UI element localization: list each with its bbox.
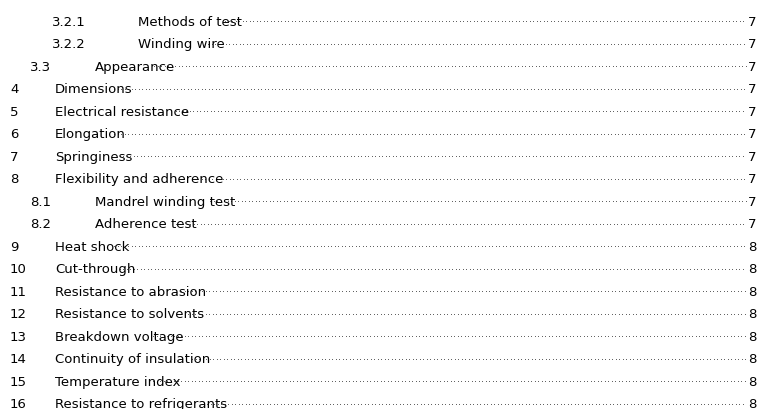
Text: 8: 8	[748, 397, 756, 409]
Text: 11: 11	[10, 285, 27, 298]
Text: Cut-through: Cut-through	[55, 263, 135, 276]
Text: Winding wire: Winding wire	[138, 38, 225, 51]
Text: 8: 8	[748, 375, 756, 388]
Text: Methods of test: Methods of test	[138, 16, 242, 29]
Text: 7: 7	[748, 16, 757, 29]
Text: 9: 9	[10, 240, 19, 253]
Text: 7: 7	[748, 38, 757, 51]
Text: 14: 14	[10, 353, 27, 365]
Text: Electrical resistance: Electrical resistance	[55, 106, 189, 119]
Text: 7: 7	[748, 128, 757, 141]
Text: 7: 7	[748, 61, 757, 74]
Text: 8: 8	[748, 353, 756, 365]
Text: 8: 8	[748, 240, 756, 253]
Text: Flexibility and adherence: Flexibility and adherence	[55, 173, 223, 186]
Text: Elongation: Elongation	[55, 128, 126, 141]
Text: 8: 8	[10, 173, 19, 186]
Text: 5: 5	[10, 106, 19, 119]
Text: Heat shock: Heat shock	[55, 240, 130, 253]
Text: 3.2.2: 3.2.2	[52, 38, 86, 51]
Text: 8: 8	[748, 285, 756, 298]
Text: 8: 8	[748, 263, 756, 276]
Text: Temperature index: Temperature index	[55, 375, 180, 388]
Text: Appearance: Appearance	[95, 61, 175, 74]
Text: 7: 7	[748, 195, 757, 208]
Text: 7: 7	[748, 173, 757, 186]
Text: Resistance to solvents: Resistance to solvents	[55, 308, 204, 321]
Text: 3.2.1: 3.2.1	[52, 16, 86, 29]
Text: 7: 7	[748, 218, 757, 231]
Text: 7: 7	[748, 83, 757, 96]
Text: 8: 8	[748, 330, 756, 343]
Text: 7: 7	[10, 151, 19, 163]
Text: Resistance to refrigerants: Resistance to refrigerants	[55, 397, 227, 409]
Text: 13: 13	[10, 330, 27, 343]
Text: 15: 15	[10, 375, 27, 388]
Text: Resistance to abrasion: Resistance to abrasion	[55, 285, 206, 298]
Text: 16: 16	[10, 397, 27, 409]
Text: 8.2: 8.2	[30, 218, 51, 231]
Text: Breakdown voltage: Breakdown voltage	[55, 330, 184, 343]
Text: Dimensions: Dimensions	[55, 83, 133, 96]
Text: 3.3: 3.3	[30, 61, 51, 74]
Text: 6: 6	[10, 128, 19, 141]
Text: Mandrel winding test: Mandrel winding test	[95, 195, 235, 208]
Text: 7: 7	[748, 151, 757, 163]
Text: 7: 7	[748, 106, 757, 119]
Text: Springiness: Springiness	[55, 151, 132, 163]
Text: 12: 12	[10, 308, 27, 321]
Text: Adherence test: Adherence test	[95, 218, 197, 231]
Text: 10: 10	[10, 263, 27, 276]
Text: Continuity of insulation: Continuity of insulation	[55, 353, 210, 365]
Text: 4: 4	[10, 83, 19, 96]
Text: 8.1: 8.1	[30, 195, 51, 208]
Text: 8: 8	[748, 308, 756, 321]
